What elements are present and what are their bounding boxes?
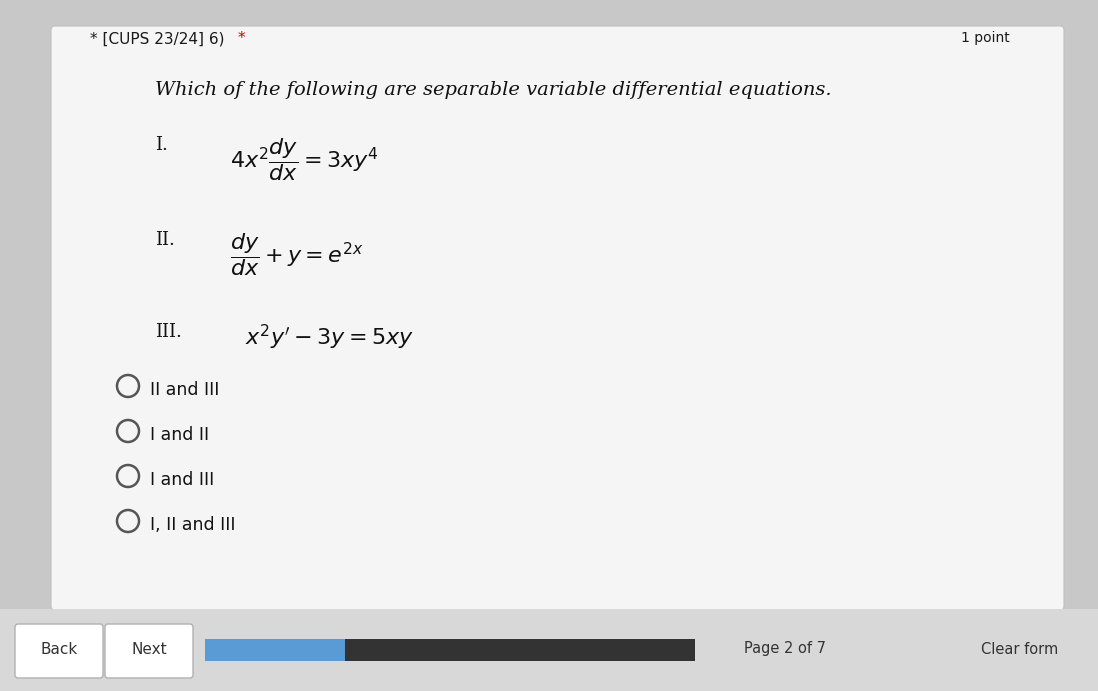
Text: I and II: I and II [150,426,209,444]
Text: Next: Next [131,641,167,656]
Text: $4x^2\dfrac{dy}{dx}=3xy^4$: $4x^2\dfrac{dy}{dx}=3xy^4$ [229,136,379,183]
Bar [205,639,695,661]
Text: Back: Back [41,641,78,656]
Text: II.: II. [155,231,175,249]
Text: Which of the following are separable variable differential equations.: Which of the following are separable var… [155,81,831,99]
Text: *: * [238,31,246,46]
Text: I, II and III: I, II and III [150,516,235,534]
Text: 1 point: 1 point [961,31,1010,45]
Text: $x^2y'-3y=5xy$: $x^2y'-3y=5xy$ [245,323,414,352]
Bar [0,609,1098,691]
FancyBboxPatch shape [51,26,1064,610]
FancyBboxPatch shape [105,624,193,678]
Text: * [CUPS 23/24] 6): * [CUPS 23/24] 6) [90,31,229,46]
Bar [205,639,345,661]
Text: I and III: I and III [150,471,214,489]
Text: II and III: II and III [150,381,220,399]
Text: III.: III. [155,323,182,341]
Text: Clear form: Clear form [982,641,1058,656]
Text: $\dfrac{dy}{dx}+y=e^{2x}$: $\dfrac{dy}{dx}+y=e^{2x}$ [229,231,363,278]
Text: I.: I. [155,136,168,154]
FancyBboxPatch shape [15,624,103,678]
Text: Page 2 of 7: Page 2 of 7 [744,641,826,656]
